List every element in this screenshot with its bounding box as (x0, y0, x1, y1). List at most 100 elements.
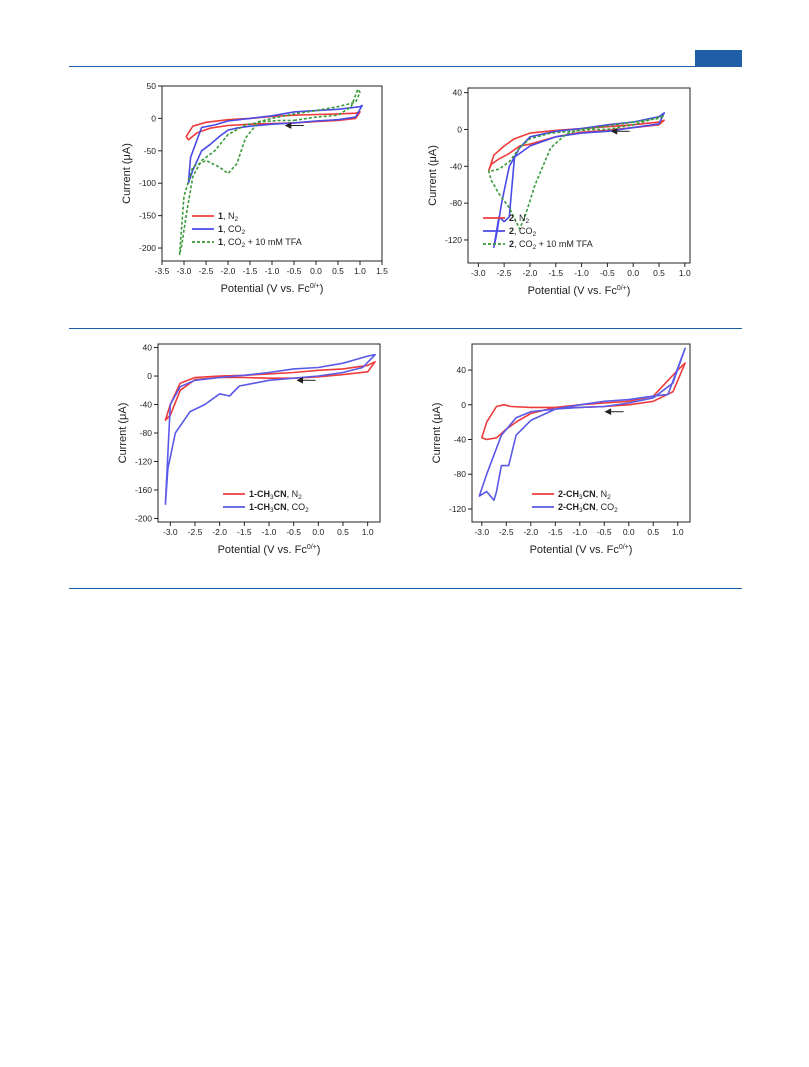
x-tick-label: -1.5 (548, 268, 563, 278)
x-tick-label: -2.0 (212, 527, 227, 537)
cv-chart-1-ch3cn: -3.0 -2.5 -2.0 -1.5 -1.0 -0.5 0.0 0.5 1.0 40 0 -40 -… (117, 343, 381, 556)
x-tick-label: -1.5 (548, 527, 563, 537)
y-tick-label: -160 (135, 485, 152, 495)
series-line-co (187, 104, 363, 184)
x-axis-title-end: ) (629, 544, 633, 556)
bottom-rule (69, 588, 742, 589)
legend-text: , CO (514, 239, 533, 249)
x-axis-title-main: Potential (V vs. Fc (530, 544, 620, 556)
legend-text: , CO (287, 502, 306, 512)
y-tick-label: 0 (457, 124, 462, 134)
legend-entry: 1, N2 (218, 211, 239, 223)
x-axis-title-main: Potential (V vs. Fc (221, 283, 311, 295)
x-tick-label: -3.0 (177, 266, 192, 276)
x-tick-label: 0.5 (332, 266, 344, 276)
y-tick-label: -120 (449, 504, 466, 514)
series-line-co (493, 112, 665, 249)
y-tick-label: 50 (147, 81, 157, 91)
x-tick-label: -3.0 (471, 268, 486, 278)
y-tick-label: 0 (461, 400, 466, 410)
y-axis-title: Current (μA) (427, 145, 439, 206)
x-tick-label: -0.5 (597, 527, 612, 537)
legend-subscript: 2 (235, 216, 239, 223)
legend-bold: CN (274, 489, 287, 499)
legend-entry: 2, N2 (509, 213, 530, 225)
top-rule (69, 66, 742, 67)
legend-entry: 1, CO2 (218, 224, 246, 236)
legend-entry: 2, CO2 + 10 mM TFA (509, 239, 593, 251)
cv-chart-2: -3.0 -2.5 -2.0 -1.5 -1.0 -0.5 0.0 0.5 1.0 40 0 -40 -… (427, 87, 691, 297)
legend-entry: 2, CO2 (509, 226, 537, 238)
scan-direction-arrowhead (284, 122, 292, 129)
legend-subscript: 2 (526, 218, 530, 225)
y-tick-label: -200 (139, 243, 156, 253)
legend-subscript: 3 (579, 494, 583, 501)
legend-bold: 1 (218, 237, 223, 247)
y-axis-title: Current (μA) (431, 403, 443, 464)
legend-bold: 1 (218, 211, 223, 221)
x-tick-label: -1.0 (265, 266, 280, 276)
legend-text: , N (223, 211, 235, 221)
x-tick-label: -2.0 (221, 266, 236, 276)
x-tick-label: 0.5 (647, 527, 659, 537)
x-tick-label: -1.0 (574, 268, 589, 278)
x-tick-label: 0.5 (337, 527, 349, 537)
x-tick-label: -2.5 (499, 527, 514, 537)
x-axis-title-sup: 0/+ (310, 283, 320, 290)
y-tick-label: 40 (453, 88, 463, 98)
x-tick-label: 1.0 (362, 527, 374, 537)
legend-text: , N (287, 489, 299, 499)
y-tick-label: -120 (135, 456, 152, 466)
y-tick-label: -200 (135, 513, 152, 523)
x-axis-title-end: ) (320, 283, 324, 295)
legend-subscript: 2 (533, 231, 537, 238)
x-axis-title-main: Potential (V vs. Fc (528, 285, 618, 297)
legend-text: , CO (514, 226, 533, 236)
x-axis-title-main: Potential (V vs. Fc (218, 544, 308, 556)
series-line-co (164, 353, 376, 505)
x-tick-label: -3.5 (155, 266, 170, 276)
legend-bold: 1-CH (249, 489, 270, 499)
x-axis-title: Potential (V vs. Fc0/+) (221, 283, 324, 295)
legend-text: , N (514, 213, 526, 223)
y-axis-title: Current (μA) (121, 143, 133, 204)
x-tick-label: 0.0 (627, 268, 639, 278)
legend-subscript: 2 (305, 507, 309, 514)
legend-text: , CO (596, 502, 615, 512)
series-line-n (164, 360, 376, 421)
x-axis-title-sup: 0/+ (619, 544, 629, 551)
legend-bold: 2-CH (558, 489, 579, 499)
x-axis-title-sup: 0/+ (617, 285, 627, 292)
cv-chart-1: -3.5 -3.0 -2.5 -2.0 -1.5 -1.0 -0.5 0.0 0.5 1.0 1.5… (121, 81, 388, 295)
scan-direction-arrowhead (610, 127, 618, 135)
x-tick-label: 0.0 (310, 266, 322, 276)
legend-bold: CN (583, 489, 596, 499)
x-tick-label: 1.0 (354, 266, 366, 276)
legend-bold: CN (274, 502, 287, 512)
plot-frame (467, 87, 691, 264)
x-tick-label: 0.0 (312, 527, 324, 537)
x-tick-label: -3.0 (474, 527, 489, 537)
x-tick-label: 0.5 (653, 268, 665, 278)
y-tick-label: 40 (143, 343, 153, 353)
scan-direction-arrowhead (604, 408, 612, 416)
legend-text: , CO (223, 224, 242, 234)
legend-subscript: 2 (242, 242, 246, 249)
legend-suffix: + 10 mM TFA (536, 239, 593, 249)
x-axis-title: Potential (V vs. Fc0/+) (530, 544, 633, 556)
y-tick-label: 0 (147, 371, 152, 381)
y-tick-label: -80 (450, 198, 463, 208)
x-axis-title-end: ) (317, 544, 321, 556)
middle-rule (69, 328, 742, 329)
legend-subscript: 3 (579, 507, 583, 514)
y-tick-label: 40 (457, 365, 467, 375)
x-axis-title: Potential (V vs. Fc0/+) (218, 544, 321, 556)
scan-direction-arrowhead (296, 377, 304, 384)
legend-entry: 1-CH3CN, N2 (249, 489, 302, 501)
cv-chart-2-ch3cn: -3.0 -2.5 -2.0 -1.5 -1.0 -0.5 0.0 0.5 1.0 40 0 -40 -… (431, 343, 691, 556)
y-tick-label: -120 (445, 235, 462, 245)
y-tick-label: -150 (139, 211, 156, 221)
legend-entry: 1-CH3CN, CO2 (249, 502, 309, 514)
x-axis-title: Potential (V vs. Fc0/+) (528, 285, 631, 297)
x-tick-label: -2.5 (497, 268, 512, 278)
